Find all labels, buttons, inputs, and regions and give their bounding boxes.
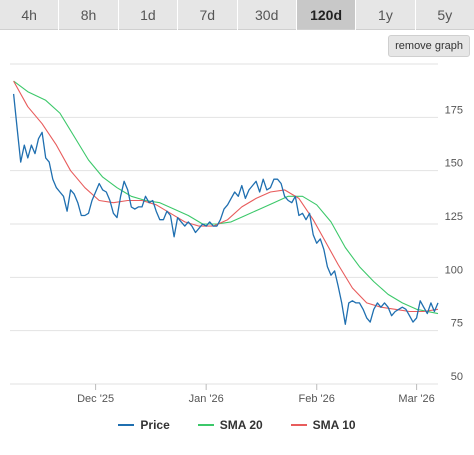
tab-1d[interactable]: 1d bbox=[118, 0, 178, 30]
y-tick-label: 175 bbox=[445, 104, 463, 116]
tab-5y[interactable]: 5y bbox=[415, 0, 474, 30]
tab-7d[interactable]: 7d bbox=[178, 0, 237, 30]
legend-label: SMA 20 bbox=[219, 418, 263, 432]
legend-item-price[interactable]: Price bbox=[118, 418, 170, 432]
legend-label: SMA 10 bbox=[312, 418, 356, 432]
series-line-sma-20 bbox=[13, 80, 439, 315]
x-tick-label: Mar '26 bbox=[398, 393, 434, 405]
legend-swatch bbox=[197, 424, 214, 426]
x-tick-label: Jan '26 bbox=[189, 393, 224, 405]
legend-swatch bbox=[118, 424, 135, 426]
y-tick-label: 150 bbox=[445, 158, 463, 170]
y-tick-label: 125 bbox=[445, 211, 463, 223]
remove-graph-button[interactable]: remove graph bbox=[388, 35, 470, 57]
tab-30d[interactable]: 30d bbox=[237, 0, 296, 30]
x-axis-ticks: Dec '25 Jan '26 Feb '26 Mar '26 bbox=[77, 384, 435, 405]
grid-lines bbox=[10, 63, 438, 385]
y-tick-label: 75 bbox=[451, 318, 463, 330]
y-tick-label: 100 bbox=[445, 264, 463, 276]
tab-120d[interactable]: 120d bbox=[296, 0, 356, 30]
tab-1y[interactable]: 1y bbox=[356, 0, 415, 30]
x-tick-label: Feb '26 bbox=[299, 393, 335, 405]
series-line-sma-10 bbox=[13, 80, 439, 313]
tab-8h[interactable]: 8h bbox=[59, 0, 118, 30]
tab-4h[interactable]: 4h bbox=[0, 0, 59, 30]
legend-item-sma-10[interactable]: SMA 10 bbox=[290, 418, 356, 432]
legend-label: Price bbox=[140, 418, 170, 432]
chart-legend: Price SMA 20 SMA 10 bbox=[0, 418, 474, 432]
series-lines bbox=[12, 80, 439, 325]
legend-swatch bbox=[290, 424, 307, 426]
x-tick-label: Dec '25 bbox=[77, 393, 114, 405]
timeframe-tabs: 4h 8h 1d 7d 30d 120d 1y 5y bbox=[0, 0, 474, 31]
y-axis-ticks: 50 75 100 125 150 175 bbox=[445, 104, 463, 383]
price-chart: 50 75 100 125 150 175 Dec '25 Jan '26 Feb '26 Ma… bbox=[10, 63, 463, 405]
y-tick-label: 50 bbox=[451, 371, 463, 383]
series-line-price bbox=[12, 93, 439, 325]
legend-item-sma-20[interactable]: SMA 20 bbox=[197, 418, 263, 432]
